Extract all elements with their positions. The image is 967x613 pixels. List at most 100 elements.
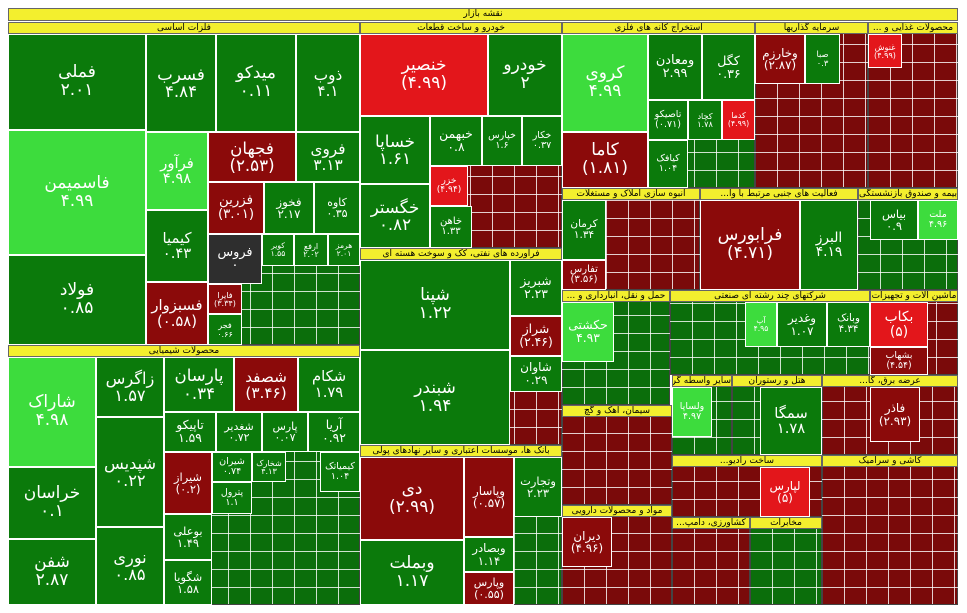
stock-name: شگویا <box>173 569 203 584</box>
stock-name: وغدیر <box>787 311 817 325</box>
stock-name: خساپا <box>375 131 415 151</box>
stock-change: ۱.۵۷ <box>114 386 146 405</box>
stock-cell: کگل ۰.۳۶ <box>702 34 755 100</box>
stock-cell: نوری ۰.۸۵ <box>96 527 164 605</box>
stock-change: ۰.۱۱ <box>239 81 273 101</box>
stock-cell: تاصیکو (۰.۷۱) <box>648 100 688 140</box>
stock-cell: شپدیس ۰.۲۲ <box>96 417 164 527</box>
sector-header: محصولات غذایی و ... <box>868 22 958 34</box>
sector-header: ساخت رادیو... <box>672 455 822 467</box>
stock-change: ۲.۰۲ <box>303 249 319 259</box>
stock-name: کیافک <box>656 153 680 164</box>
stock-change: ۴.۹۵ <box>753 323 769 333</box>
stock-cell: فسرب ۴.۸۴ <box>146 34 216 132</box>
stock-cell: فروی ۳.۱۳ <box>296 132 360 182</box>
stock-name: تاپیکو <box>176 418 204 433</box>
stock-name: شپنا <box>420 285 450 306</box>
stock-cell: خزر (۴.۹۴) <box>430 166 468 206</box>
stock-name: شاراک <box>28 392 76 413</box>
stock-change: ۰.۹ <box>886 219 902 233</box>
stock-change: ۲.۱۷ <box>277 207 301 221</box>
stock-change: ۴.۳۴ <box>838 323 859 335</box>
stock-change: ۱.۶۱ <box>378 149 412 168</box>
stock-cell: کروی ۴.۹۹ <box>562 34 648 132</box>
stock-name: کویر <box>271 241 285 250</box>
stock-change: ۴.۹۸ <box>35 410 69 430</box>
stock-change: ۱.۰۷ <box>790 323 814 338</box>
stock-change: ۰.۲۹ <box>524 373 548 387</box>
stock-cell: خنصیر (۴.۹۹) <box>360 34 488 116</box>
stock-change: (۵) <box>777 491 793 505</box>
stock-cell: وبانک ۴.۳۴ <box>827 302 870 347</box>
stock-change: (۰.۵۸) <box>157 312 197 330</box>
stock-cell: فروس ۰ <box>208 234 262 284</box>
stock-cell: فخوز ۲.۱۷ <box>264 182 314 234</box>
stock-cell: وغدیر ۱.۰۷ <box>777 302 827 347</box>
stock-name: کروی <box>585 63 625 84</box>
stock-name: وپارس <box>473 575 505 589</box>
stock-change: ۱.۱ <box>225 497 239 508</box>
stock-change: (۴.۹۹) <box>400 73 448 93</box>
stock-cell: فجهان (۲.۵۳) <box>208 132 296 182</box>
stock-name: خزر <box>441 175 457 186</box>
stock-change: (۱.۸۱) <box>581 158 629 178</box>
stock-cell: شکام ۱.۷۹ <box>298 357 360 412</box>
stock-change: (۴.۷۱) <box>726 243 774 263</box>
stock-cell: کرمان ۱.۳۴ <box>562 200 606 260</box>
stock-name: ذوب <box>313 66 343 85</box>
stock-name: دی <box>401 478 423 499</box>
stock-name: فجر <box>218 320 232 331</box>
stock-change: ۴.۹۹ <box>60 190 94 211</box>
stock-name: شاوان <box>520 360 552 375</box>
stock-cell: شاوان ۰.۲۹ <box>510 356 562 392</box>
stock-name: فاسمیمن <box>44 172 110 193</box>
sector-header: سرمایه گذاریها <box>755 22 868 34</box>
stock-name: فسرب <box>157 64 205 84</box>
stock-name: شپدیس <box>103 454 157 474</box>
stock-cell: وخارزم (۲.۸۷) <box>755 34 805 84</box>
sector-header: هتل و رستوران <box>732 375 822 387</box>
stock-change: ۰ <box>231 258 239 273</box>
stock-change: ۲.۸۷ <box>35 570 69 590</box>
stock-name: کیمیاتک <box>325 461 355 472</box>
stock-change: ۰.۸۵ <box>60 298 94 318</box>
stock-name: ارفع <box>303 240 319 251</box>
stock-change: ۰.۳۴ <box>182 383 216 403</box>
stock-change: ۰.۸ <box>447 140 465 154</box>
stock-change: ۴.۹۶ <box>928 219 948 230</box>
sector-mosaic <box>672 517 750 605</box>
stock-cell: شگویا ۱.۵۸ <box>164 560 212 605</box>
stock-change: (۲.۴۶) <box>519 335 553 349</box>
stock-cell: شغدیر ۰.۷۲ <box>216 412 262 452</box>
stock-change: ۲.۲۳ <box>527 486 550 500</box>
stock-change: ۴.۱ <box>317 82 339 100</box>
stock-cell: خپارس ۱.۶ <box>482 116 522 166</box>
stock-name: البرز <box>815 229 843 246</box>
stock-name: صبا <box>816 49 829 60</box>
stock-name: لپارس <box>769 478 801 493</box>
stock-name: پارسان <box>174 366 224 385</box>
stock-cell: خراسان ۰.۱ <box>8 467 96 539</box>
stock-cell: شراز (۲.۴۶) <box>510 316 562 356</box>
stock-change: ۱.۴۹ <box>177 536 200 550</box>
stock-change: ۲.۰۱ <box>60 80 94 100</box>
stock-change: (۵) <box>889 323 909 340</box>
stock-name: حکشتی <box>568 318 608 333</box>
stock-name: کاوه <box>327 195 347 209</box>
stock-change: (۰.۵۵) <box>474 587 504 601</box>
sector-header: حمل و نقل، انبارداری و ... <box>562 290 670 302</box>
stock-name: فاذر <box>884 401 906 415</box>
stock-name: کدما <box>731 110 746 120</box>
stock-name: فرآور <box>160 154 194 172</box>
stock-cell: کاوه ۰.۳۵ <box>314 182 360 234</box>
stock-name: شغدیر <box>224 419 254 433</box>
stock-name: کاما <box>591 140 619 161</box>
stock-change: ۰.۹۲ <box>322 431 346 445</box>
stock-name: فروس <box>217 244 253 260</box>
stock-cell: کچاد ۱.۷۸ <box>688 100 722 140</box>
stock-cell: فزرین (۳.۰۱) <box>208 182 264 234</box>
stock-change: ۱.۱۷ <box>395 570 429 591</box>
stock-change: (۲.۹۳) <box>878 413 912 428</box>
stock-change: ۰.۷۴ <box>222 466 242 477</box>
